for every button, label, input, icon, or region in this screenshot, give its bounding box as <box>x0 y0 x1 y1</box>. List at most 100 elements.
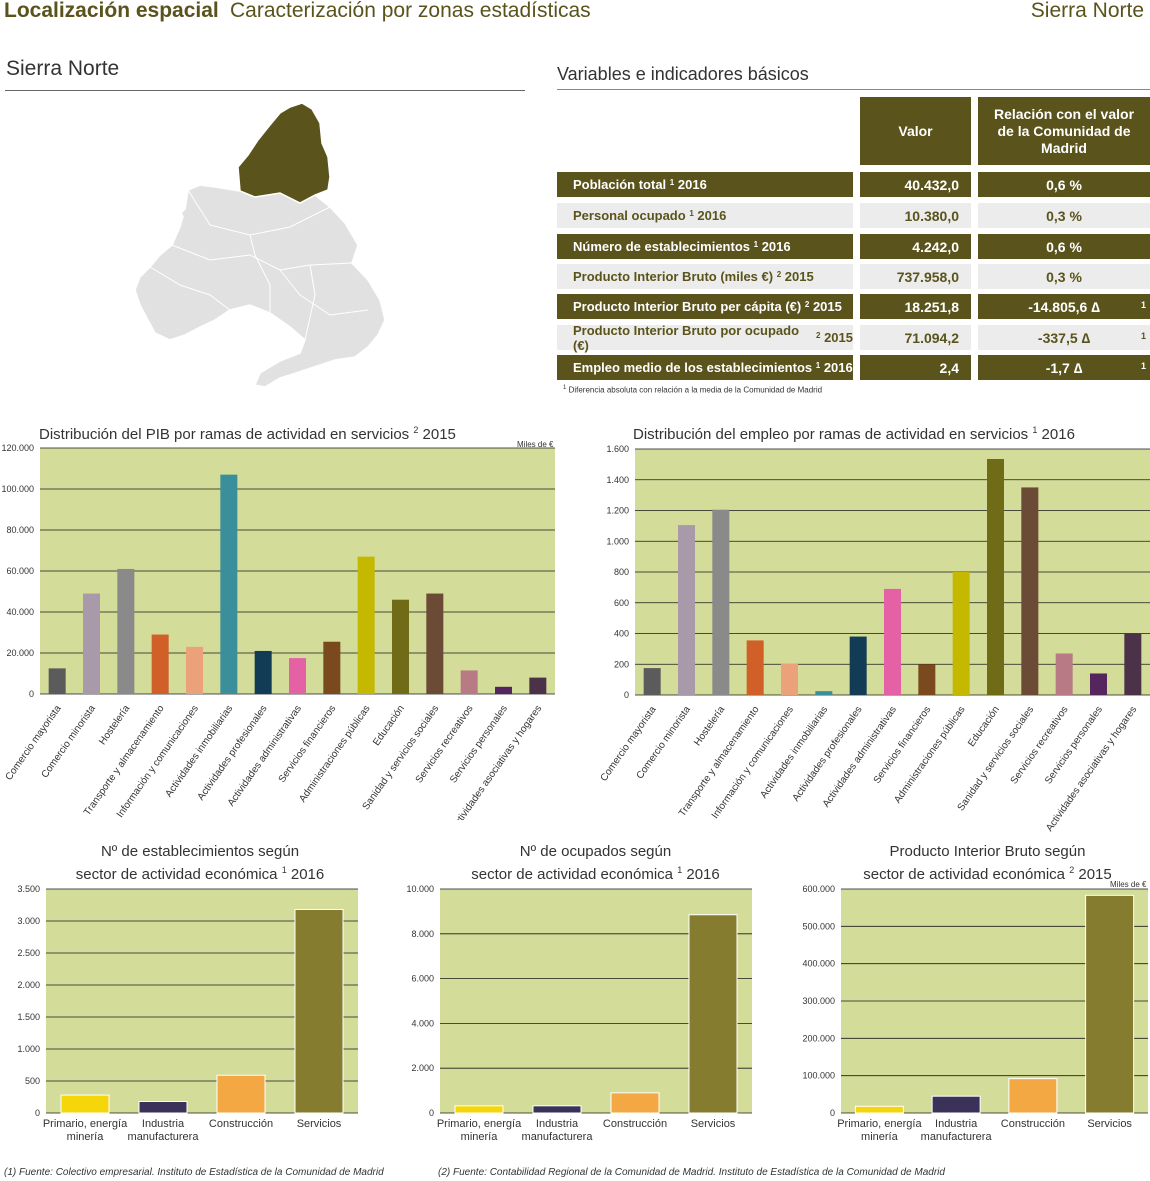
bar <box>1124 633 1142 695</box>
x-tick-label: Administraciones públicas <box>892 704 967 805</box>
bar <box>48 668 66 694</box>
y-tick-label: 0 <box>429 1108 434 1118</box>
y-tick-label: 3.000 <box>17 916 40 926</box>
x-tick-label: Actividades inmobiliarias <box>163 703 235 799</box>
chart-pib-sector: 0 100.000 200.000 300.000 400.000 500.000 600.… <box>802 884 1148 1143</box>
chart-ocupados: 0 2.000 4.000 6.000 8.000 10.000 Primario, ene… <box>406 884 752 1143</box>
x-tick-label: manufacturera <box>128 1131 200 1143</box>
indicator-label: Producto Interior Bruto (miles €) 2 2015 <box>557 264 853 289</box>
y-tick-label: 200.000 <box>802 1033 835 1043</box>
indicator-value: 10.380,0 <box>860 203 971 228</box>
bar <box>688 914 738 1114</box>
chart-title-establecimientos: Nº de establecimientos según sector de ac… <box>75 843 325 883</box>
bar <box>678 525 695 695</box>
chart-pib-ramas: 020.00040.00060.00080.000100.000120.000C… <box>1 443 555 820</box>
bar <box>952 572 970 695</box>
bar <box>357 556 375 694</box>
indicator-relation: -1,7 ∆ 1 <box>978 355 1150 380</box>
x-tick-label: Primario, energía <box>43 1118 128 1130</box>
y-tick-label: 2.000 <box>17 980 40 990</box>
region-map <box>134 102 386 388</box>
x-tick-label: Hostelería <box>692 704 727 748</box>
indicator-note: 1 <box>1140 361 1146 371</box>
bar <box>220 474 238 694</box>
y-tick-label: 1.200 <box>606 506 629 516</box>
bar <box>781 663 798 695</box>
chart-establecimientos: 0 500 1.000 1.500 2.000 2.500 3.000 3.500 Primar… <box>17 884 358 1143</box>
indicator-label: Producto Interior Bruto por ocupado (€) … <box>557 323 853 353</box>
indicator-value: 71.094,2 <box>860 325 971 350</box>
column-header-relation: Relación con el valor de la Comunidad de… <box>978 97 1150 165</box>
bar <box>151 634 169 694</box>
column-header-value: Valor <box>860 97 971 165</box>
source-note-1: (1) Fuente: Colectivo empresarial. Insti… <box>4 1167 384 1178</box>
x-tick-label: Actividades inmobiliarias <box>758 704 830 800</box>
y-tick-label: 1.400 <box>606 475 629 485</box>
y-tick-label: 60.000 <box>6 566 34 576</box>
x-tick-label: minería <box>861 1131 899 1143</box>
header-zone: Sierra Norte <box>1030 0 1144 22</box>
indicator-value: 40.432,0 <box>860 172 971 197</box>
bar <box>1055 653 1073 695</box>
bar <box>815 691 833 695</box>
indicator-value: 18.251,8 <box>860 294 971 319</box>
area-title: Sierra Norte <box>6 57 120 80</box>
y-tick-label: 120.000 <box>1 443 34 453</box>
y-tick-label: 100.000 <box>1 484 34 494</box>
internal-border <box>171 244 353 271</box>
bar <box>1008 1078 1058 1114</box>
indicator-label: Número de establecimientos 1 2016 <box>557 234 853 259</box>
bar <box>186 646 203 694</box>
indicator-value: 4.242,0 <box>860 234 971 259</box>
x-tick-label: Industria <box>536 1118 579 1130</box>
chart-empleo-ramas: 02004006008001.0001.2001.4001.600Comerci… <box>599 444 1150 834</box>
chart-title-pib-sector: Producto Interior Bruto según sector de a… <box>863 843 1112 883</box>
indicator-note: 1 <box>1140 300 1146 310</box>
bar <box>931 1095 981 1114</box>
y-tick-label: 400.000 <box>802 959 835 969</box>
bar <box>60 1094 110 1114</box>
bar <box>138 1100 188 1114</box>
x-tick-label: Construcción <box>1001 1118 1065 1130</box>
x-tick-label: Servicios <box>691 1118 736 1130</box>
header-subtitle: Caracterización por zonas estadísticas <box>230 0 591 22</box>
table-divider <box>557 89 1150 90</box>
bar <box>254 650 272 694</box>
x-tick-label: minería <box>67 1131 105 1143</box>
y-tick-label: 40.000 <box>6 607 34 617</box>
y-tick-label: 10.000 <box>406 884 434 894</box>
y-tick-label: 100.000 <box>802 1071 835 1081</box>
bar <box>884 588 901 695</box>
chart-title-pib-ramas: Distribución del PIB por ramas de activi… <box>39 425 456 443</box>
x-tick-label: Primario, energía <box>437 1118 522 1130</box>
x-tick-label: manufacturera <box>522 1131 594 1143</box>
y-tick-label: 0 <box>624 690 629 700</box>
internal-border <box>279 269 369 316</box>
indicator-relation: -337,5 ∆ 1 <box>978 325 1150 350</box>
internal-border <box>304 264 316 341</box>
bar <box>918 664 936 695</box>
x-tick-label: Educación <box>371 703 407 748</box>
y-tick-label: 0 <box>830 1108 835 1118</box>
bar <box>532 1105 582 1114</box>
x-tick-label: Construcción <box>603 1118 667 1130</box>
x-tick-label: Servicios <box>297 1118 342 1130</box>
indicator-label: Producto Interior Bruto per cápita (€) 2… <box>557 294 853 319</box>
indicator-relation: 0,3 % <box>978 203 1150 228</box>
table-footnote: 1 Diferencia absoluta con relación a la … <box>563 385 823 395</box>
chart-units-pib-sector: Miles de € <box>1110 880 1147 889</box>
y-tick-label: 800 <box>614 567 629 577</box>
x-tick-label: Actividades profesionales <box>791 704 865 803</box>
x-tick-label: manufacturera <box>921 1131 993 1143</box>
chart-units-pib-ramas: Miles de € <box>517 440 554 449</box>
bar <box>392 599 409 694</box>
x-tick-label: Primario, energía <box>837 1118 922 1130</box>
y-tick-label: 500.000 <box>802 921 835 931</box>
bar <box>849 636 867 695</box>
y-tick-label: 2.000 <box>411 1063 434 1073</box>
y-tick-label: 20.000 <box>6 648 34 658</box>
bar <box>529 677 547 694</box>
table-title: Variables e indicadores básicos <box>557 64 809 84</box>
x-tick-label: Administraciones públicas <box>297 703 372 804</box>
bar <box>1090 673 1107 695</box>
